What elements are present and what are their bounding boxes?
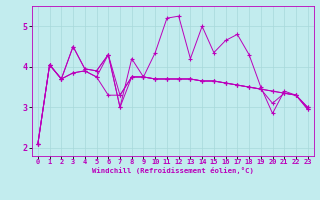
X-axis label: Windchill (Refroidissement éolien,°C): Windchill (Refroidissement éolien,°C): [92, 167, 254, 174]
